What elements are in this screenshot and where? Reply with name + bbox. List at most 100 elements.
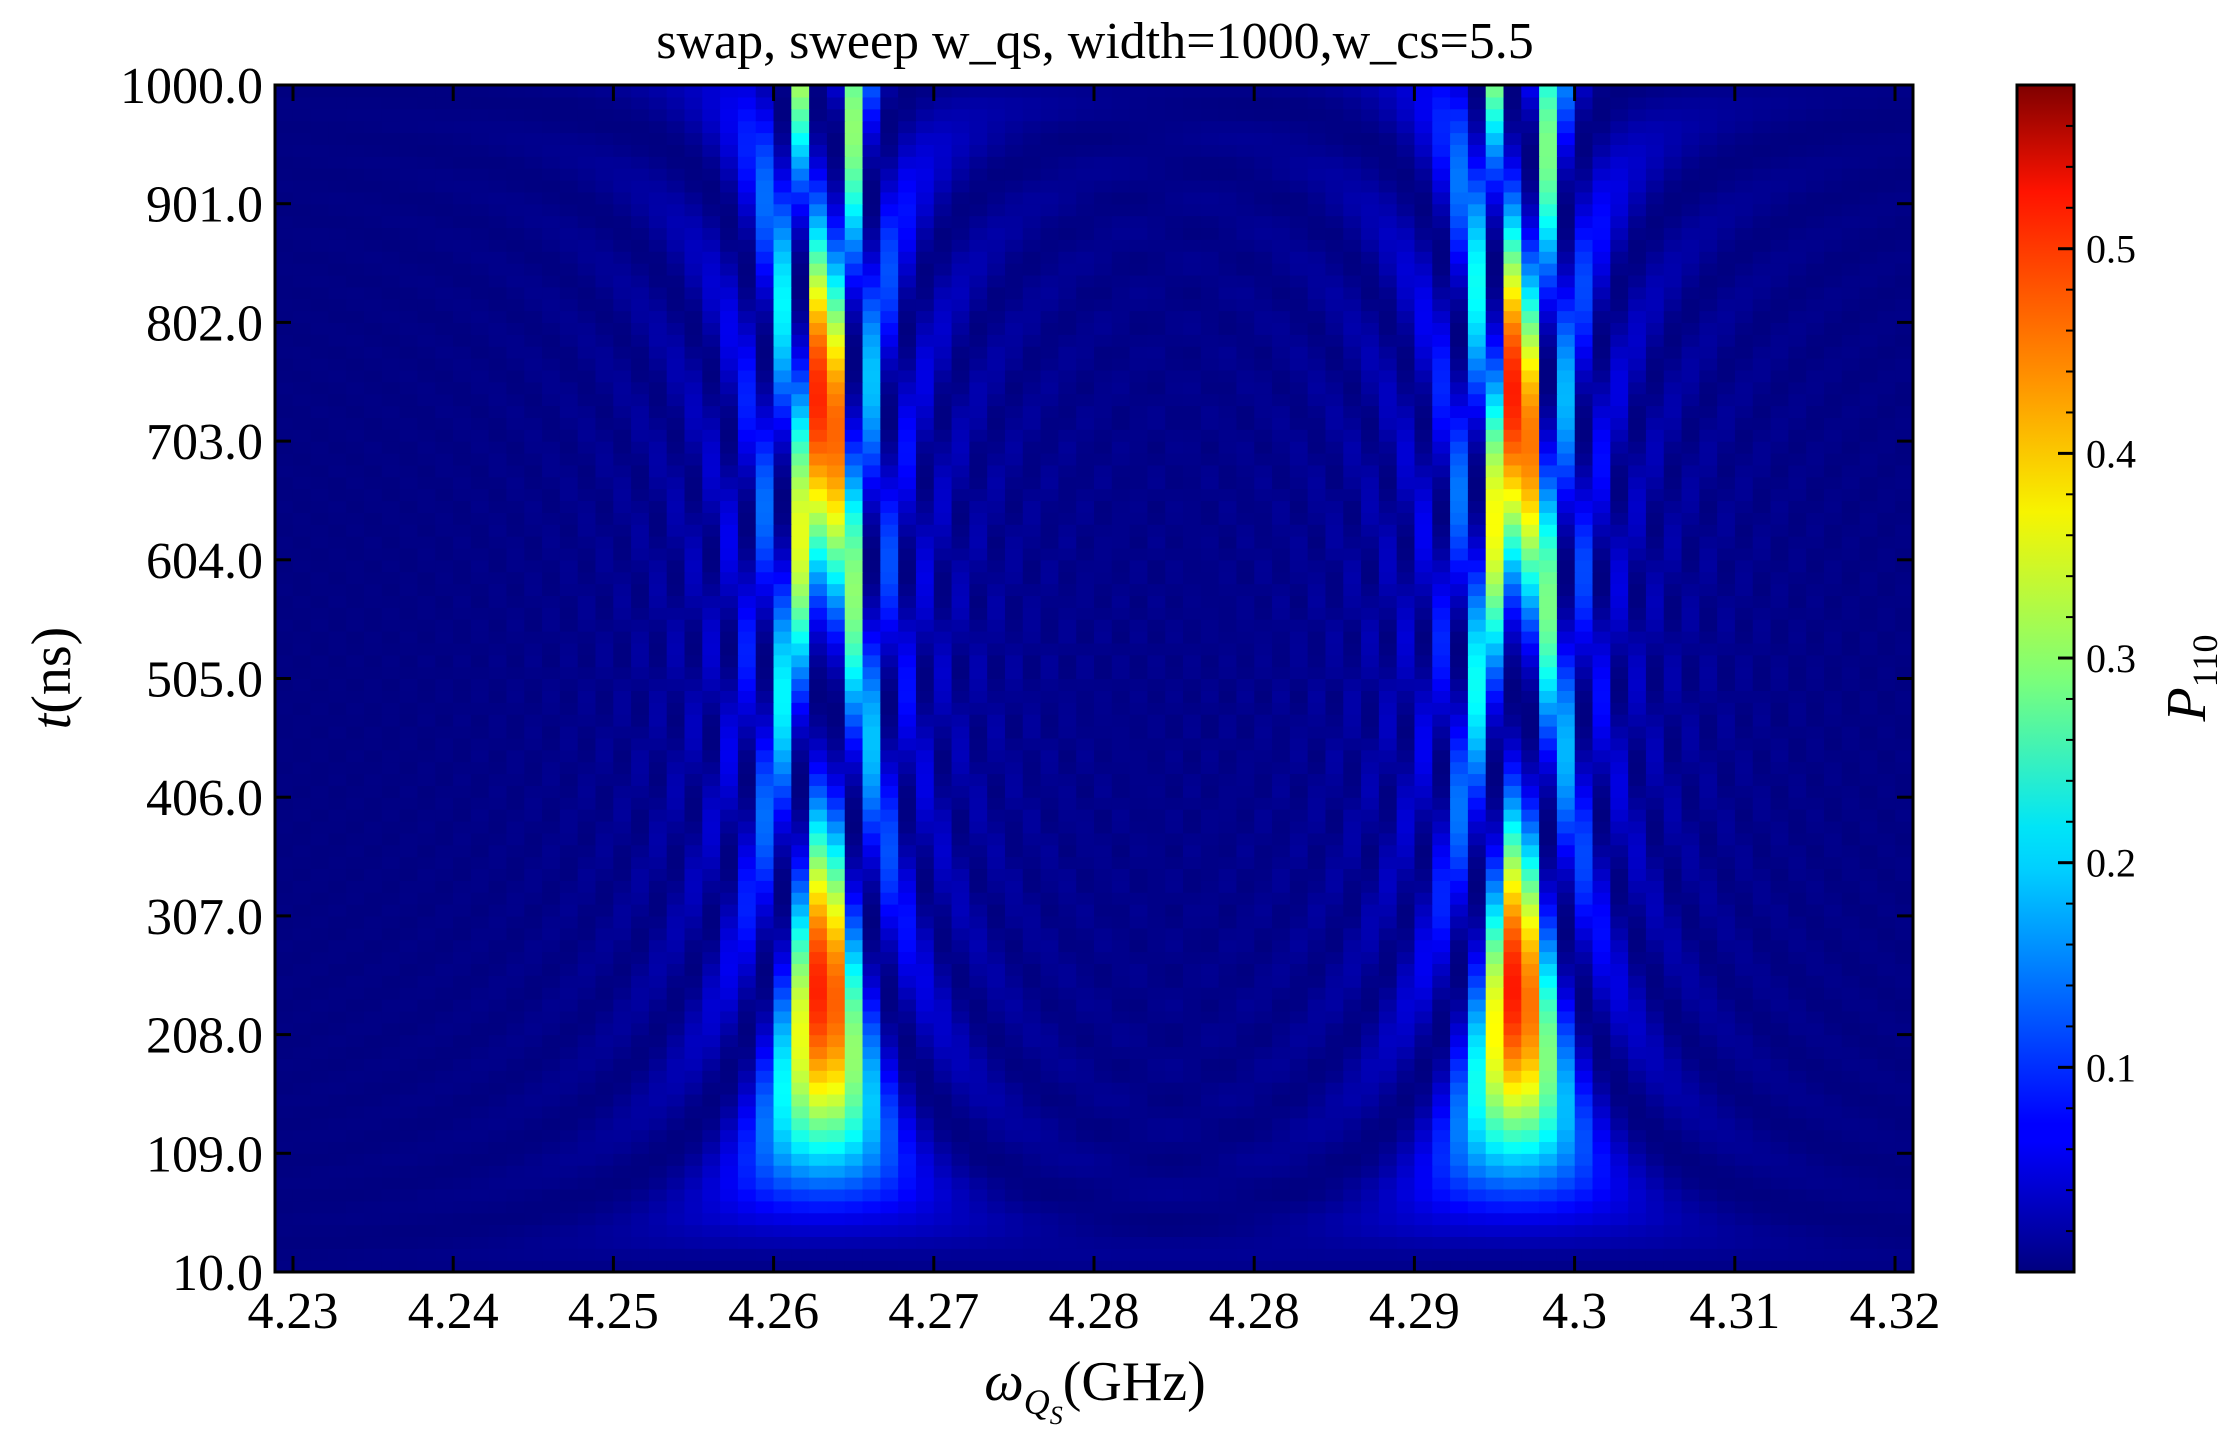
heatmap-cell bbox=[1432, 678, 1451, 691]
heatmap-cell bbox=[1681, 654, 1700, 668]
heatmap-cell bbox=[1004, 892, 1024, 905]
heatmap-cell bbox=[1770, 1260, 1789, 1273]
heatmap-cell bbox=[1539, 844, 1558, 858]
heatmap-cell bbox=[1556, 927, 1576, 941]
heatmap-cell bbox=[809, 797, 828, 810]
heatmap-cell bbox=[1165, 1058, 1184, 1071]
heatmap-cell bbox=[506, 915, 525, 929]
heatmap-cell bbox=[1841, 904, 1861, 917]
heatmap-cell bbox=[559, 1082, 579, 1095]
heatmap-cell bbox=[1752, 1058, 1772, 1071]
heatmap-cell bbox=[1699, 1224, 1718, 1237]
heatmap-cell bbox=[1378, 1010, 1398, 1024]
heatmap-cell bbox=[1752, 631, 1772, 644]
heatmap-cell bbox=[1022, 927, 1042, 941]
heatmap-cell bbox=[453, 1165, 472, 1178]
heatmap-cell bbox=[862, 1236, 881, 1249]
heatmap-cell bbox=[1485, 951, 1505, 964]
heatmap-cell bbox=[1129, 1058, 1149, 1071]
heatmap-cell bbox=[435, 797, 454, 810]
heatmap-cell bbox=[1040, 702, 1059, 715]
heatmap-cell bbox=[1147, 915, 1166, 929]
heatmap-cell bbox=[346, 1058, 365, 1071]
heatmap-cell bbox=[453, 631, 472, 644]
heatmap-cell bbox=[1717, 998, 1736, 1012]
heatmap-cell bbox=[898, 1165, 917, 1178]
heatmap-cell bbox=[1556, 1177, 1576, 1190]
heatmap-cell bbox=[1521, 1046, 1540, 1059]
heatmap-cell bbox=[1628, 797, 1647, 810]
heatmap-cell bbox=[1788, 714, 1807, 727]
heatmap-cell bbox=[1414, 1034, 1433, 1048]
heatmap-cell bbox=[1147, 1105, 1166, 1119]
heatmap-cell bbox=[1004, 1129, 1024, 1143]
heatmap-cell bbox=[1574, 832, 1594, 846]
heatmap-cell bbox=[1770, 797, 1789, 810]
heatmap-cell bbox=[1734, 1236, 1754, 1249]
heatmap-cell bbox=[470, 1177, 490, 1190]
heatmap-cell bbox=[1823, 1177, 1843, 1190]
heatmap-cell bbox=[1396, 690, 1416, 703]
heatmap-cell bbox=[773, 939, 792, 953]
heatmap-cell bbox=[1307, 678, 1327, 691]
heatmap-cell bbox=[862, 1022, 881, 1036]
heatmap-cell bbox=[791, 714, 810, 727]
heatmap-cell bbox=[328, 1070, 347, 1083]
heatmap-cell bbox=[666, 714, 686, 727]
heatmap-cell bbox=[755, 1248, 775, 1261]
heatmap-cell bbox=[381, 1188, 401, 1202]
heatmap-cell bbox=[1645, 1153, 1665, 1166]
heatmap-cell bbox=[506, 1212, 525, 1226]
heatmap-cell bbox=[826, 856, 846, 870]
heatmap-cell bbox=[1574, 725, 1594, 739]
heatmap-cell bbox=[1361, 1082, 1380, 1095]
heatmap-cell bbox=[275, 832, 294, 846]
heatmap-cell bbox=[1218, 1129, 1238, 1143]
heatmap-cell bbox=[1503, 856, 1522, 870]
heatmap-cell bbox=[648, 1046, 668, 1059]
heatmap-cell bbox=[1040, 1058, 1059, 1071]
heatmap-cell bbox=[506, 904, 525, 917]
heatmap-cell bbox=[595, 1236, 614, 1249]
heatmap-cell bbox=[1450, 1082, 1469, 1095]
heatmap-cell bbox=[524, 1224, 543, 1237]
heatmap-cell bbox=[933, 1212, 953, 1226]
heatmap-cell bbox=[1859, 963, 1878, 976]
heatmap-cell bbox=[1895, 1082, 1914, 1095]
heatmap-cell bbox=[1717, 927, 1736, 941]
heatmap-cell bbox=[292, 690, 312, 703]
heatmap-cell bbox=[648, 1058, 668, 1071]
heatmap-cell bbox=[880, 1188, 899, 1202]
heatmap-cell bbox=[328, 749, 347, 763]
heatmap-cell bbox=[791, 915, 810, 929]
heatmap-cell bbox=[1841, 1046, 1861, 1059]
heatmap-cell bbox=[631, 892, 650, 905]
heatmap-cell bbox=[1200, 1212, 1220, 1226]
heatmap-cell bbox=[381, 1046, 401, 1059]
heatmap-cell bbox=[346, 1117, 365, 1131]
heatmap-cell bbox=[292, 939, 312, 953]
heatmap-cell bbox=[595, 1093, 614, 1107]
heatmap-cell bbox=[1645, 631, 1665, 644]
heatmap-cell bbox=[417, 951, 436, 964]
heatmap-cell bbox=[987, 904, 1006, 917]
heatmap-cell bbox=[1734, 642, 1754, 656]
heatmap-cell bbox=[720, 1129, 739, 1143]
heatmap-cell bbox=[1592, 915, 1611, 929]
heatmap-cell bbox=[1378, 1200, 1398, 1214]
heatmap-cell bbox=[1503, 868, 1522, 881]
heatmap-cell bbox=[1343, 939, 1362, 953]
heatmap-cell bbox=[346, 1141, 365, 1154]
heatmap-cell bbox=[898, 1010, 917, 1024]
heatmap-cell bbox=[1165, 1165, 1184, 1178]
heatmap-cell bbox=[1699, 904, 1718, 917]
heatmap-cell bbox=[898, 797, 917, 810]
heatmap-cell bbox=[364, 761, 383, 775]
heatmap-cell bbox=[702, 1177, 721, 1190]
heatmap-cell bbox=[969, 1129, 988, 1143]
heatmap-cell bbox=[1450, 1260, 1469, 1273]
heatmap-cell bbox=[542, 1010, 561, 1024]
heatmap-cell bbox=[577, 892, 597, 905]
heatmap-cell bbox=[453, 1129, 472, 1143]
heatmap-cell bbox=[417, 880, 436, 893]
